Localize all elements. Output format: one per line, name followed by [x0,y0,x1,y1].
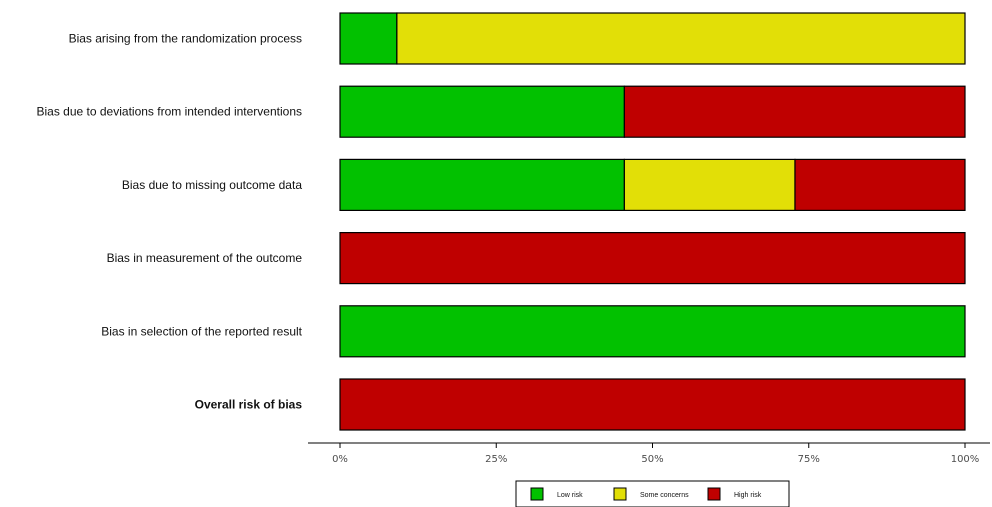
legend-box [515,480,790,507]
x-tick-label: 25% [485,454,507,465]
bar-segment-some-concerns [396,12,966,65]
x-tick-label: 75% [798,454,820,465]
legend-label-some-concerns: Some concerns [640,492,689,499]
x-tick-label: 50% [641,454,663,465]
category-label: Bias due to missing outcome data [122,178,302,192]
legend-key-low-risk [530,487,544,501]
x-axis: 0% 25% 50% 75% 100% [308,442,990,465]
bars-layer [339,12,966,431]
bar-segment-high-risk [623,85,966,138]
bar-segment-high-risk [794,158,966,211]
category-labels: Bias arising from the randomization proc… [37,32,303,412]
bar-segment-low-risk [339,158,625,211]
bar-segment-some-concerns [623,158,796,211]
x-tick-label: 100% [951,454,980,465]
category-label: Overall risk of bias [195,398,303,412]
bar-segment-high-risk [339,232,966,285]
category-label: Bias in selection of the reported result [101,324,302,338]
legend: Low risk Some concerns High risk [515,480,790,507]
category-label: Bias due to deviations from intended int… [37,105,303,119]
legend-label-high-risk: High risk [734,492,762,499]
bar-segment-low-risk [339,12,398,65]
legend-key-some-concerns [613,487,627,501]
category-label: Bias arising from the randomization proc… [69,32,302,46]
legend-label-low-risk: Low risk [557,492,583,499]
bar-segment-low-risk [339,85,625,138]
bar-segment-high-risk [339,378,966,431]
x-tick-label: 0% [332,454,348,465]
category-label: Bias in measurement of the outcome [107,251,303,265]
bar-segment-low-risk [339,305,966,358]
legend-key-high-risk [707,487,721,501]
